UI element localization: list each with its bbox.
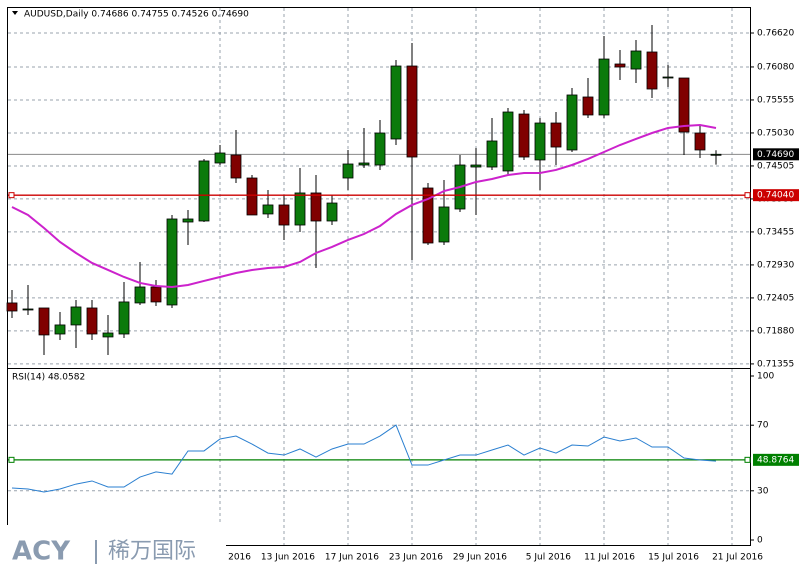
candle-body [166,218,178,306]
current-price-value: 0.74690 [757,150,794,160]
support-level-box [753,189,799,202]
candle-body [310,192,322,222]
candle-body [246,177,258,216]
candle-body [182,218,194,223]
x-tick-label: 23 Jun 2016 [389,553,443,563]
y-tick-label: 0.76080 [757,62,794,72]
candle-body [662,76,674,79]
current-price-box [753,148,799,161]
candle-body [646,51,658,90]
candle-body [134,286,146,304]
candle-body [678,77,690,133]
watermark-name: 稀万国际 [108,539,196,564]
candle-body [6,302,18,312]
rsi-label: RSI(14) 48.0582 [12,373,85,383]
candle-body [582,96,594,116]
y-tick-label: 0.71355 [757,359,794,369]
rsi-level-handle [8,456,15,463]
menu-arrow [12,11,18,15]
candle-body [262,204,274,215]
candle-body [326,202,338,222]
candle-body [502,111,514,172]
candle-body [566,94,578,151]
y-tick-label: 0.75030 [757,128,794,138]
x-tick-label: 11 Jul 2016 [584,553,635,563]
watermark-brand: ACY [12,537,71,567]
rsi-line [11,424,717,493]
candle-body [342,163,354,179]
y-tick-label: 0.73455 [757,227,794,237]
candle-body [710,153,722,156]
candle-body [694,132,706,151]
x-tick-label: 29 Jun 2016 [453,553,507,563]
x-tick-label: 13 Jun 2016 [261,553,315,563]
candle-body [150,286,162,303]
y-tick-label: 0.74505 [757,161,794,171]
candle-body [374,132,386,166]
rsi-tick-label: 70 [757,421,769,431]
candle-body [230,154,242,179]
layer: 2016 13 Jun 2016 17 Jun 2016 23 Jun 2016 29 … [6,8,799,563]
candle-body [358,162,370,166]
candle-body [102,332,114,338]
candle-body [86,307,98,335]
candle-body [614,63,626,68]
moving-average [11,124,717,288]
candle-body [598,58,610,116]
x-tick-label: 17 Jun 2016 [325,553,379,563]
plot-frame [7,7,751,546]
rsi-level-value: 48.8764 [757,455,794,465]
candle-body [278,204,290,226]
rsi-tick-label: 0 [757,536,763,546]
support-level-handle [744,192,751,199]
candle-body [390,65,402,140]
x-tick-label: 15 Jul 2016 [648,553,699,563]
support-level-handle [8,192,15,199]
candle-body [518,113,530,158]
y-tick-label: 0.72405 [757,293,794,303]
x-tick-label: 21 Jul 2016 [712,553,763,563]
y-tick-label: 0.75555 [757,95,794,105]
x-tick-label: 5 Jul 2016 [526,553,571,563]
candle-body [38,307,50,336]
candle-body [550,122,562,148]
candle-body [294,192,306,226]
candle-body [438,206,450,243]
y-tick-label: 0.72930 [757,260,794,270]
candle-body [406,65,418,158]
rsi-level-box [753,453,799,466]
y-tick-label: 0.71880 [757,326,794,336]
candle-body [54,324,66,335]
candle-body [22,308,34,311]
candle-body [118,301,130,335]
chart-title: AUDUSD,Daily 0.74686 0.74755 0.74526 0.7… [24,10,249,20]
rsi-tick-label: 100 [757,372,774,382]
candle-body [470,164,482,168]
candle-body [534,122,546,161]
candle-body [198,160,210,222]
support-level-value: 0.74040 [757,191,794,201]
candle-body [486,140,498,168]
x-tick-label: 2016 [228,553,251,563]
rsi-level-handle [744,456,751,463]
candle-body [214,152,226,164]
y-tick-label: 0.76620 [757,29,794,39]
rsi-tick-label: 30 [757,486,769,496]
candle-body [630,50,642,70]
candle-body [422,187,434,244]
candle-body [70,306,82,326]
watermark-box [0,525,226,577]
